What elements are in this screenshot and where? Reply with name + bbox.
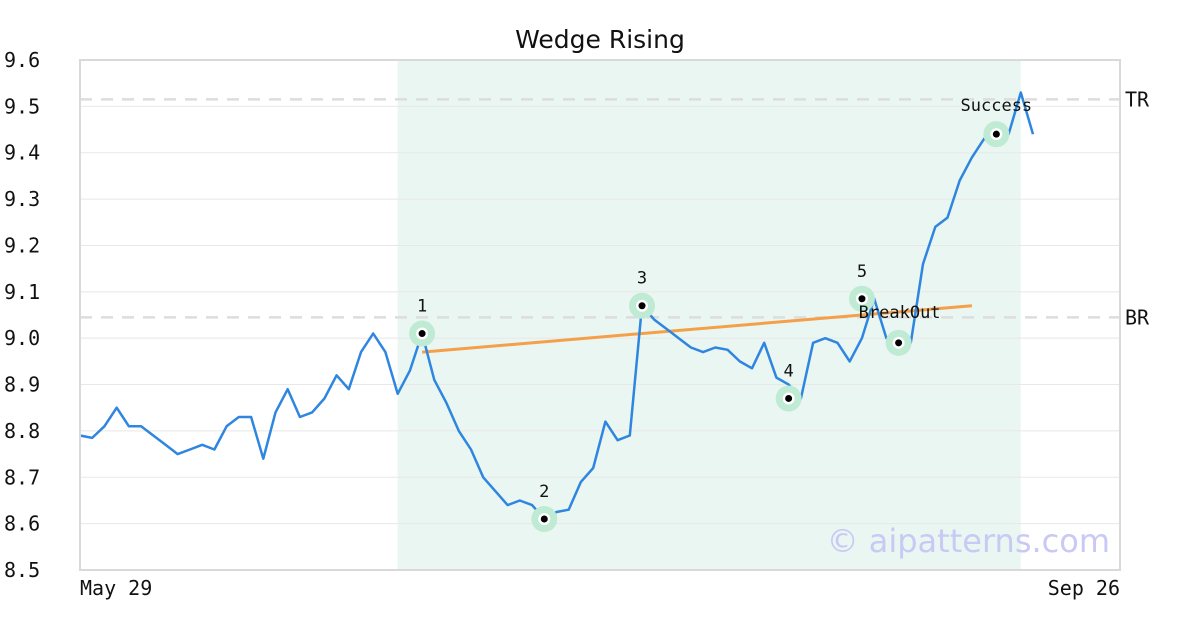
- pattern-point: 3: [629, 269, 656, 319]
- point-label: 4: [784, 361, 794, 381]
- watermark: © aipatterns.com: [827, 522, 1110, 560]
- reference-lines: TR BR: [80, 87, 1150, 329]
- y-axis-ticks: 9.6 9.5 9.4 9.3 9.2 9.1 9.0 8.9 8.8 8.7 8.6 8.5: [4, 48, 40, 582]
- y-tick-label: 9.5: [4, 94, 40, 118]
- point-label: 2: [539, 482, 549, 502]
- point-dot: [638, 302, 646, 310]
- point-dot: [858, 295, 866, 303]
- pattern-point: 2: [531, 482, 558, 532]
- y-tick-label: 9.3: [4, 187, 40, 211]
- gridlines: [80, 59, 1120, 571]
- point-dot: [992, 130, 1000, 138]
- pattern-point: 1: [409, 297, 436, 347]
- x-tick-label: Sep 26: [1048, 576, 1120, 600]
- y-tick-label: 8.6: [4, 512, 40, 536]
- pattern-point: 5: [848, 262, 875, 312]
- y-tick-label: 9.1: [4, 280, 40, 304]
- y-tick-label: 8.9: [4, 373, 40, 397]
- y-tick-label: 8.7: [4, 465, 40, 489]
- pattern-point: BreakOut: [859, 303, 941, 356]
- point-dot: [540, 515, 548, 523]
- point-dot: [785, 394, 793, 402]
- pattern-point: 4: [775, 361, 802, 412]
- x-tick-label: May 29: [80, 576, 152, 600]
- reference-label-tr: TR: [1125, 87, 1150, 111]
- plot-frame: [79, 59, 1121, 571]
- point-label: BreakOut: [859, 303, 941, 323]
- point-dot: [418, 330, 426, 338]
- y-tick-label: 9.6: [4, 48, 40, 72]
- y-tick-label: 9.2: [4, 233, 40, 257]
- point-label: 5: [857, 262, 867, 282]
- pattern-points: 1 2 3 4 5 BreakOut Success: [409, 96, 1032, 532]
- y-tick-label: 8.8: [4, 419, 40, 443]
- y-tick-label: 9.0: [4, 326, 40, 350]
- chart-title: Wedge Rising: [515, 25, 685, 54]
- y-tick-label: 8.5: [4, 558, 40, 582]
- point-label: 3: [637, 269, 647, 289]
- point-label: Success: [961, 96, 1033, 116]
- point-label: 1: [417, 297, 427, 317]
- trend-line: [421, 304, 973, 354]
- y-tick-label: 9.4: [4, 141, 40, 165]
- reference-label-br: BR: [1125, 305, 1150, 329]
- x-axis-ticks: May 29 Sep 26: [80, 576, 1120, 600]
- point-dot: [895, 339, 903, 347]
- pattern-point: Success: [961, 96, 1033, 148]
- highlight-band: [397, 60, 1021, 570]
